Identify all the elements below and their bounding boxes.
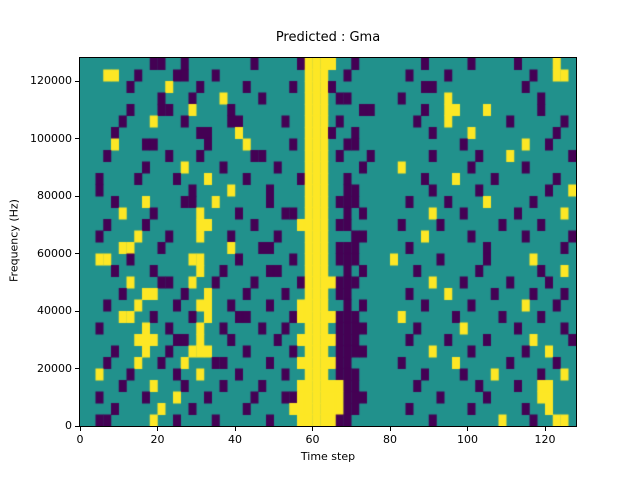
x-tick-mark <box>157 427 158 431</box>
y-tick-label: 20000 <box>37 361 72 375</box>
heatmap-canvas <box>80 58 576 426</box>
chart-title: Predicted : Gma <box>275 30 381 45</box>
y-tick-label: 0 <box>65 419 72 432</box>
y-tick-mark <box>75 253 79 254</box>
x-tick-label: 40 <box>228 433 242 446</box>
y-tick-mark <box>75 80 79 82</box>
x-tick-mark <box>467 427 468 431</box>
y-axis-label: Frequency (Hz) <box>7 199 21 282</box>
y-tick-label: 120000 <box>30 74 72 87</box>
y-tick-mark <box>75 425 79 427</box>
x-tick-mark <box>234 427 236 431</box>
x-tick-mark <box>544 427 546 431</box>
y-tick-label: 80000 <box>37 189 72 202</box>
x-tick-label: 0 <box>76 433 84 446</box>
y-tick-label: 40000 <box>37 304 72 317</box>
y-tick-mark <box>75 368 79 369</box>
y-tick-label: 60000 <box>37 246 72 260</box>
y-tick-label: 100000 <box>30 131 72 145</box>
x-tick-label: 120 <box>534 433 556 446</box>
x-tick-mark <box>79 427 81 431</box>
x-tick-label: 60 <box>305 433 320 446</box>
y-tick-mark <box>75 310 79 312</box>
x-axis-label: Time step <box>300 450 356 463</box>
y-tick-mark <box>75 195 79 197</box>
plot-area <box>79 57 577 427</box>
x-tick-mark <box>312 427 313 431</box>
x-tick-label: 100 <box>457 433 478 446</box>
y-tick-mark <box>75 138 79 139</box>
x-tick-mark <box>389 427 391 431</box>
x-tick-label: 80 <box>383 433 397 446</box>
x-tick-label: 20 <box>150 433 165 446</box>
